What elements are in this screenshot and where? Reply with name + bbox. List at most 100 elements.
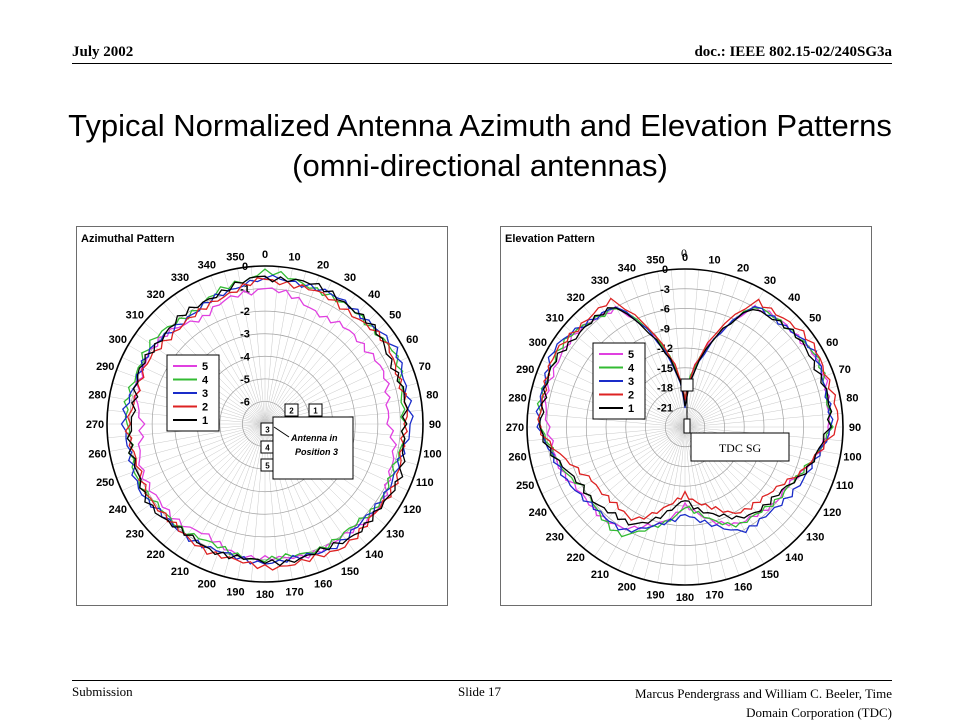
angle-label: 310 bbox=[126, 310, 144, 322]
position-box bbox=[284, 403, 299, 417]
angle-label: 20 bbox=[737, 262, 749, 274]
angle-label: 150 bbox=[341, 566, 359, 578]
angle-label: 140 bbox=[785, 552, 803, 564]
ring-label: -9 bbox=[660, 323, 670, 335]
grid-spoke bbox=[264, 275, 320, 425]
legend-label-5: 5 bbox=[202, 361, 208, 373]
elevation-top-label: 0 bbox=[681, 246, 687, 260]
series-group bbox=[535, 297, 839, 538]
tdc-box-label: TDC SG bbox=[719, 441, 762, 455]
callout-pointer bbox=[273, 426, 290, 438]
legend-label-1: 1 bbox=[628, 403, 634, 415]
position-box bbox=[308, 403, 323, 417]
angle-label: 130 bbox=[386, 528, 404, 540]
ring-label: -3 bbox=[240, 329, 250, 341]
grid-spoke bbox=[237, 423, 266, 580]
angle-label: 80 bbox=[846, 392, 858, 404]
angle-label: 230 bbox=[546, 531, 564, 543]
angle-label: 80 bbox=[426, 389, 438, 401]
angle-label: 250 bbox=[96, 477, 114, 489]
grid-spoke bbox=[135, 423, 266, 515]
angle-label: 20 bbox=[317, 259, 329, 271]
angle-label: 230 bbox=[126, 528, 144, 540]
series-line-1 bbox=[539, 307, 833, 526]
angle-label: 300 bbox=[109, 334, 127, 346]
angle-label: 330 bbox=[591, 275, 609, 287]
series-line-2 bbox=[537, 297, 839, 521]
ring-label: -3 bbox=[660, 284, 670, 296]
grid-spoke bbox=[116, 423, 266, 479]
antenna-element bbox=[680, 378, 694, 392]
angle-label: 90 bbox=[429, 419, 441, 431]
grid-spoke bbox=[197, 423, 266, 568]
ring-label: 0 bbox=[662, 264, 668, 276]
angle-label: 30 bbox=[344, 272, 356, 284]
angle-label: 350 bbox=[226, 252, 244, 264]
grid-ring bbox=[605, 347, 765, 507]
outer-ring bbox=[106, 265, 424, 583]
position-box-label: 4 bbox=[265, 444, 270, 453]
ring-label: -18 bbox=[657, 383, 673, 395]
ring-label: -6 bbox=[240, 396, 250, 408]
slide-title: Typical Normalized Antenna Azimuth and E… bbox=[68, 108, 892, 183]
angle-label: 340 bbox=[198, 259, 216, 271]
footer-rule bbox=[72, 680, 892, 681]
angle-label: 140 bbox=[365, 549, 383, 561]
angle-label: 110 bbox=[416, 477, 434, 489]
footer-submission: Submission bbox=[72, 684, 133, 699]
ring-label: -1 bbox=[240, 284, 250, 296]
angle-label: 320 bbox=[567, 292, 585, 304]
angle-label: 350 bbox=[646, 255, 664, 267]
series-line-5 bbox=[543, 304, 831, 531]
angle-label: 270 bbox=[86, 419, 104, 431]
angle-label: 240 bbox=[529, 507, 547, 519]
header-date: July 2002 bbox=[72, 44, 134, 60]
grid-spoke bbox=[223, 271, 266, 425]
angle-label: 260 bbox=[508, 452, 526, 464]
angle-label: 40 bbox=[788, 292, 800, 304]
angle-label: 300 bbox=[529, 337, 547, 349]
angle-label: 120 bbox=[403, 504, 421, 516]
angle-label: 10 bbox=[708, 255, 720, 267]
ring-label: -6 bbox=[660, 304, 670, 316]
callout-text-2: Position 3 bbox=[295, 447, 338, 457]
grid-ring bbox=[625, 367, 745, 487]
series-line-2 bbox=[124, 277, 408, 571]
angle-label: 40 bbox=[368, 289, 380, 301]
legend-label-5: 5 bbox=[628, 349, 634, 361]
angle-label: 330 bbox=[171, 272, 189, 284]
callout-text: Antenna in bbox=[290, 433, 338, 443]
grid-spoke bbox=[121, 423, 266, 492]
grid-spoke bbox=[264, 312, 377, 425]
legend-label-2: 2 bbox=[628, 390, 634, 402]
angle-label: 50 bbox=[809, 313, 821, 325]
grid-spoke bbox=[237, 268, 266, 425]
position-box-label: 1 bbox=[313, 407, 318, 416]
azimuth-chart: 0-1-2-3-4-5-60 10203040506070809010011012… bbox=[86, 249, 442, 601]
angle-label: 170 bbox=[285, 586, 303, 598]
angle-label: 120 bbox=[823, 507, 841, 519]
series-group bbox=[120, 268, 414, 571]
angle-label: 200 bbox=[198, 579, 216, 591]
position-box-label: 5 bbox=[265, 462, 270, 471]
antenna-base bbox=[683, 418, 691, 434]
ring-label: -5 bbox=[240, 374, 250, 386]
ring-label: -21 bbox=[657, 402, 673, 414]
legend-label-2: 2 bbox=[202, 402, 208, 414]
grid-spoke bbox=[128, 423, 266, 504]
antenna-position-diagram: 2 1 3 4 5 Antenna in Position 3 bbox=[260, 403, 354, 480]
angle-label: 190 bbox=[646, 589, 664, 601]
angle-label: 180 bbox=[256, 589, 274, 601]
angle-label: 0 bbox=[262, 249, 268, 261]
angle-label: 220 bbox=[567, 552, 585, 564]
grid-spoke bbox=[153, 423, 266, 536]
position-box-label: 2 bbox=[289, 407, 294, 416]
angle-label: 210 bbox=[591, 569, 609, 581]
angle-label: 220 bbox=[147, 549, 165, 561]
angle-label: 130 bbox=[806, 531, 824, 543]
angle-label: 250 bbox=[516, 480, 534, 492]
angle-label: 50 bbox=[389, 310, 401, 322]
series-line-1 bbox=[126, 275, 409, 567]
angle-label: 290 bbox=[96, 361, 114, 373]
elevation-chart-panel: 0 -3 -6 -9 -12 -15 -18 -21 0 10 20 30 40 50 60 70 80 90 10… bbox=[500, 226, 872, 606]
